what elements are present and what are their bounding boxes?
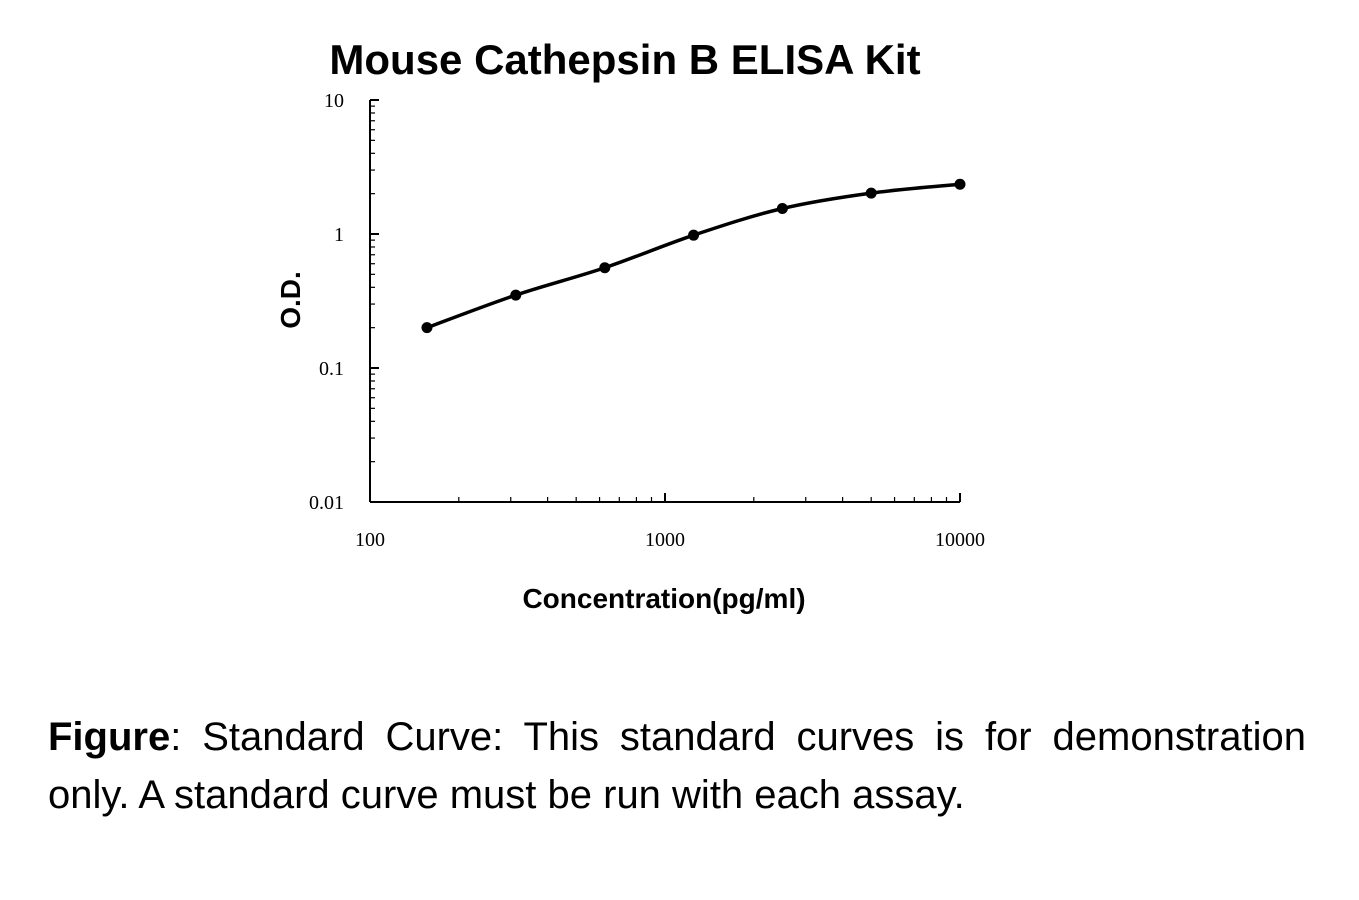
- x-tick-label: 100: [355, 529, 385, 551]
- data-point: [421, 322, 433, 334]
- tick-labels: 0.01 0.1 1 10 100 1000 10000: [309, 90, 985, 551]
- standard-curve-chart: Mouse Cathepsin B ELISA Kit 0.01 0.1 1 10 10…: [275, 36, 985, 614]
- y-axis-title: O.D.: [275, 271, 306, 329]
- x-axis-title: Concentration(pg/ml): [522, 583, 805, 614]
- axis-ticks: [369, 99, 961, 503]
- standard-curve-line: [426, 182, 961, 330]
- caption-text: : Standard Curve: This standard curves i…: [48, 715, 1306, 817]
- y-tick-label: 10: [324, 90, 344, 112]
- figure-caption: Figure: Standard Curve: This standard cu…: [48, 708, 1306, 824]
- data-point: [776, 202, 788, 214]
- y-tick-label: 0.01: [309, 492, 344, 514]
- y-tick-label: 0.1: [319, 358, 344, 380]
- data-point: [599, 262, 611, 274]
- axes: [369, 100, 960, 503]
- x-tick-label: 10000: [935, 529, 985, 551]
- data-series: [421, 178, 966, 334]
- chart-title: Mouse Cathepsin B ELISA Kit: [329, 36, 920, 83]
- data-point: [954, 178, 966, 190]
- data-point: [510, 289, 522, 301]
- y-tick-label: 1: [334, 224, 344, 246]
- x-tick-label: 1000: [645, 529, 685, 551]
- data-point: [865, 187, 877, 199]
- caption-label: Figure: [48, 715, 171, 759]
- data-point: [688, 229, 700, 241]
